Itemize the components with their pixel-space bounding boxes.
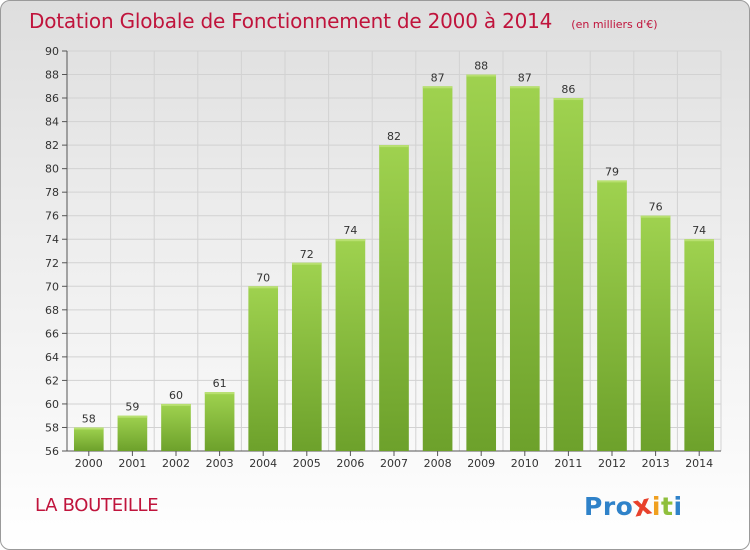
x-tick-label: 2010 xyxy=(511,457,539,470)
x-tick-label: 2003 xyxy=(206,457,234,470)
bar xyxy=(204,392,235,451)
y-tick-label: 70 xyxy=(45,280,59,293)
y-tick-label: 56 xyxy=(45,445,59,458)
bar-value-label: 88 xyxy=(474,60,488,73)
logo-letter: i xyxy=(673,492,683,521)
bar-highlight xyxy=(117,415,148,418)
x-tick-label: 2008 xyxy=(424,457,452,470)
logo-letter: P xyxy=(584,492,603,521)
x-tick-label: 2002 xyxy=(162,457,190,470)
y-tick-label: 64 xyxy=(45,351,59,364)
bar-highlight xyxy=(248,286,279,289)
bar xyxy=(248,286,279,451)
x-tick-label: 2006 xyxy=(336,457,364,470)
bar xyxy=(117,415,148,451)
commune-name: LA BOUTEILLE xyxy=(35,495,159,516)
bar xyxy=(684,239,715,451)
bar xyxy=(597,180,627,452)
bar-highlight xyxy=(597,180,627,183)
bar-highlight xyxy=(379,145,409,148)
bar-value-label: 59 xyxy=(125,401,139,414)
y-tick-label: 84 xyxy=(45,116,59,129)
title-row: Dotation Globale de Fonctionnement de 20… xyxy=(29,9,658,33)
bar-value-label: 82 xyxy=(387,130,401,143)
bar xyxy=(553,98,584,451)
x-tick-label: 2012 xyxy=(598,457,626,470)
y-tick-label: 60 xyxy=(45,398,59,411)
proxiti-logo[interactable]: Proxiti xyxy=(584,487,683,523)
bar-highlight xyxy=(204,392,235,395)
y-tick-label: 68 xyxy=(45,304,59,317)
logo-letter: r xyxy=(602,492,616,521)
bar-value-label: 58 xyxy=(82,412,96,425)
bar-value-label: 87 xyxy=(431,71,445,84)
bar-highlight xyxy=(422,86,453,89)
x-tick-label: 2009 xyxy=(467,457,495,470)
bar-value-label: 72 xyxy=(300,248,314,261)
bar-value-label: 70 xyxy=(256,271,270,284)
y-tick-label: 78 xyxy=(45,186,59,199)
bar-value-label: 61 xyxy=(213,377,227,390)
x-tick-label: 2001 xyxy=(118,457,146,470)
x-tick-label: 2013 xyxy=(642,457,670,470)
bar-value-label: 76 xyxy=(649,201,663,214)
y-tick-label: 74 xyxy=(45,233,59,246)
y-tick-label: 58 xyxy=(45,421,59,434)
logo-letter: t xyxy=(661,492,674,521)
bar-highlight xyxy=(640,215,671,218)
bar-highlight xyxy=(466,74,497,77)
bar-value-label: 60 xyxy=(169,389,183,402)
y-tick-label: 62 xyxy=(45,374,59,387)
bar-value-label: 74 xyxy=(343,224,357,237)
y-tick-label: 86 xyxy=(45,92,59,105)
bar xyxy=(466,74,497,451)
bar-highlight xyxy=(161,403,191,406)
y-tick-label: 82 xyxy=(45,139,59,152)
bar-highlight xyxy=(335,239,366,242)
bar-highlight xyxy=(553,98,584,101)
bar-value-label: 79 xyxy=(605,165,619,178)
x-tick-label: 2005 xyxy=(293,457,321,470)
bars xyxy=(73,74,715,452)
bar xyxy=(640,215,671,451)
chart-title: Dotation Globale de Fonctionnement de 20… xyxy=(29,9,553,33)
bar-value-label: 87 xyxy=(518,71,532,84)
y-tick-label: 76 xyxy=(45,210,59,223)
x-tick-label: 2007 xyxy=(380,457,408,470)
bar xyxy=(422,86,453,451)
bar-value-label: 74 xyxy=(692,224,706,237)
x-tick-label: 2014 xyxy=(685,457,713,470)
chart-subtitle: (en milliers d'€) xyxy=(571,18,658,31)
bar-highlight xyxy=(73,427,104,430)
bar-highlight xyxy=(684,239,715,242)
logo-letter: o xyxy=(615,492,634,521)
bar xyxy=(379,145,409,451)
logo-letter: i xyxy=(651,492,661,521)
labels: 56 58 60 62 64 66 68 70 72 74 76 78 80 82 84 86 88 90 58 20… xyxy=(45,45,713,470)
y-tick-label: 66 xyxy=(45,327,59,340)
y-tick-label: 88 xyxy=(45,69,59,82)
y-tick-label: 90 xyxy=(45,45,59,58)
bar xyxy=(73,427,104,451)
x-tick-label: 2011 xyxy=(554,457,582,470)
bar xyxy=(335,239,366,451)
x-tick-label: 2000 xyxy=(75,457,103,470)
x-tick-label: 2004 xyxy=(249,457,277,470)
bar xyxy=(291,262,322,451)
bar-highlight xyxy=(291,262,322,265)
bar xyxy=(161,403,191,451)
y-tick-label: 72 xyxy=(45,257,59,270)
bar-value-label: 86 xyxy=(561,83,575,96)
y-tick-label: 80 xyxy=(45,163,59,176)
bar-highlight xyxy=(509,86,540,89)
bar xyxy=(509,86,540,451)
